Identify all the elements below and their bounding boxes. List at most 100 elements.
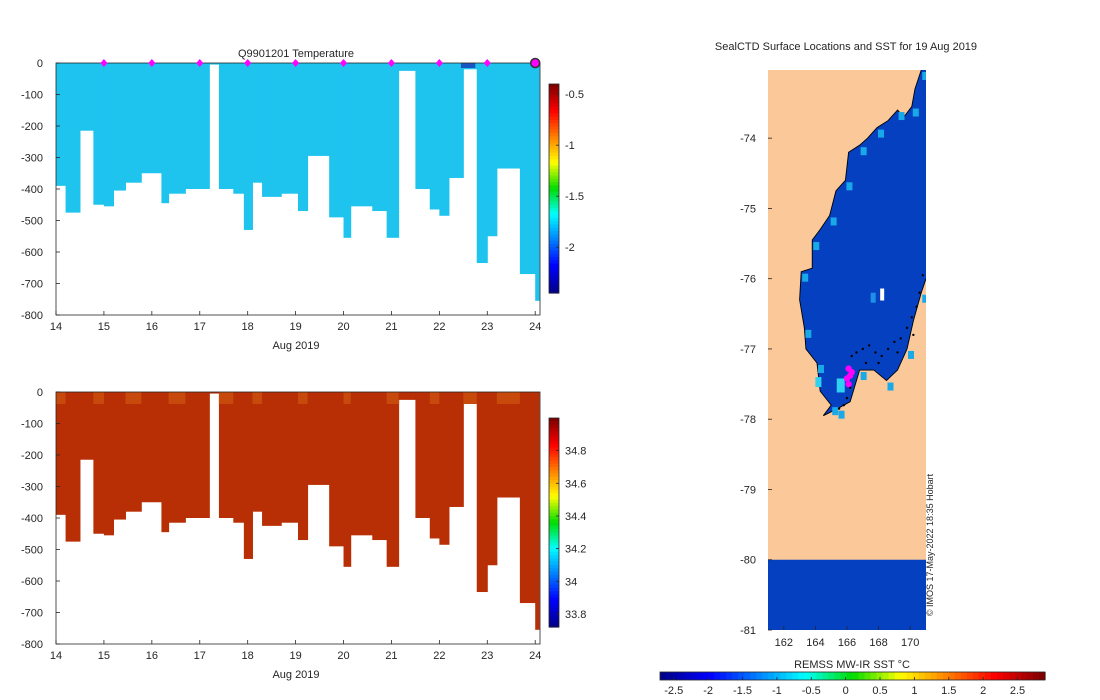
sst-colorbar-segment: [960, 672, 968, 680]
profile-bar: [487, 392, 498, 566]
colorbar-segment: [549, 172, 559, 177]
colorbar-segment: [549, 610, 559, 615]
colorbar-segment: [549, 237, 559, 242]
coastal-sst-pixel: [813, 242, 820, 251]
coastal-sst-pixel: [802, 273, 809, 282]
profile-bar: [281, 63, 299, 194]
colorbar-segment: [549, 604, 559, 609]
temperature-title: Q9901201 Temperature: [238, 48, 354, 60]
y-tick-label: -100: [21, 90, 43, 102]
sst-colorbar-segment: [990, 672, 998, 680]
x-tick-label: 19: [289, 650, 301, 662]
profile-surface-layer: [429, 392, 440, 404]
colorbar-tick-label: 34.8: [565, 446, 586, 458]
colorbar-segment: [549, 489, 559, 494]
colorbar-segment: [549, 486, 559, 491]
colorbar-segment: [549, 571, 559, 576]
temperature-colorbar: -0.5 -1 -1.5 -2: [548, 83, 584, 294]
sst-colorbar-segment: [840, 672, 848, 680]
colorbar-segment: [549, 463, 559, 468]
sst-colorbar-segment: [786, 672, 793, 680]
colorbar-tick-label: -1: [565, 140, 575, 152]
colorbar-segment: [549, 283, 559, 288]
coastal-sst-pixel: [805, 329, 812, 338]
sst-colorbar-segment: [666, 672, 673, 680]
profile-bar: [439, 63, 450, 216]
colorbar-segment: [549, 110, 559, 114]
profile-bar: [448, 63, 464, 178]
sst-colorbar-segment: [744, 672, 751, 680]
map-y-tick-label: -74: [740, 133, 756, 145]
sst-colorbar-tick-label: -2.5: [664, 685, 683, 697]
colorbar-segment: [549, 260, 559, 265]
sst-colorbar-segment: [672, 672, 679, 680]
colorbar-segment: [549, 555, 559, 560]
sst-colorbar-segment: [1038, 672, 1046, 680]
sst-colorbar-segment: [678, 672, 685, 680]
x-tick-label: 18: [242, 321, 254, 333]
map-y-tick-label: -80: [740, 555, 756, 567]
y-tick-label: -600: [21, 247, 43, 259]
sst-colorbar-tick-label: 1: [911, 685, 917, 697]
map-y-tick-label: -81: [740, 625, 756, 637]
latest-surface-marker: [529, 57, 541, 69]
colorbar-segment: [549, 476, 559, 481]
profile-bar: [476, 63, 488, 264]
sst-colorbar-segment: [864, 672, 872, 680]
colorbar-segment: [549, 532, 559, 537]
sst-colorbar-segment: [870, 672, 878, 680]
profile-surface-layer: [93, 392, 105, 404]
colorbar-tick-label: -1.5: [565, 191, 584, 203]
colorbar-segment: [549, 617, 559, 622]
sst-colorbar-segment: [702, 672, 709, 680]
profile-bar: [161, 63, 170, 204]
profile-bar: [496, 63, 521, 169]
sst-colorbar-segment: [918, 672, 926, 680]
coastal-point: [893, 340, 896, 344]
sst-map-data: [768, 70, 926, 630]
colorbar-segment: [549, 204, 559, 209]
colorbar-segment: [549, 496, 559, 501]
x-tick-label: 20: [337, 321, 349, 333]
sst-colorbar-label: REMSS MW-IR SST °C: [794, 659, 910, 671]
colorbar-segment: [549, 561, 559, 566]
map-x-tick-label: 166: [838, 637, 856, 649]
colorbar-tick-label: -2: [565, 242, 575, 254]
profile-bar: [343, 63, 352, 238]
colorbar-segment: [549, 240, 559, 245]
sst-colorbar-segment: [750, 672, 757, 680]
profile-bar: [415, 392, 431, 518]
colorbar-segment: [549, 418, 559, 422]
sst-colorbar-segment: [1002, 672, 1010, 680]
x-tick-label: 18: [242, 650, 254, 662]
surface-marker: [148, 59, 156, 67]
surface-marker: [244, 59, 252, 67]
surface-marker: [292, 59, 300, 67]
coastal-sst-pixel: [846, 182, 853, 191]
map-x-tick-label: 168: [869, 637, 887, 649]
colorbar-segment: [549, 276, 559, 281]
sst-colorbar-segment: [882, 672, 890, 680]
x-tick-label: 16: [146, 650, 158, 662]
x-tick-label: 24: [529, 650, 541, 662]
colorbar-segment: [549, 457, 559, 462]
y-tick-label: -600: [21, 576, 43, 588]
profile-surface-layer: [386, 392, 400, 404]
colorbar-segment: [549, 129, 559, 134]
profile-bar: [307, 63, 330, 156]
colorbar-segment: [549, 473, 559, 478]
profile-bar: [262, 63, 282, 197]
southern-ocean-strip: [768, 559, 926, 630]
salinity-xlabel: Aug 2019: [272, 669, 319, 681]
sst-colorbar-segment: [1032, 672, 1040, 680]
colorbar-segment: [549, 289, 559, 294]
sst-colorbar-segment: [900, 672, 908, 680]
colorbar-segment: [549, 594, 559, 599]
colorbar-segment: [549, 146, 559, 150]
profile-bar: [141, 63, 162, 174]
sst-colorbar-segment: [852, 672, 860, 680]
coastal-point: [837, 407, 841, 410]
y-tick-label: -200: [21, 121, 43, 133]
profile-bar: [429, 63, 440, 210]
colorbar-segment: [549, 535, 559, 540]
